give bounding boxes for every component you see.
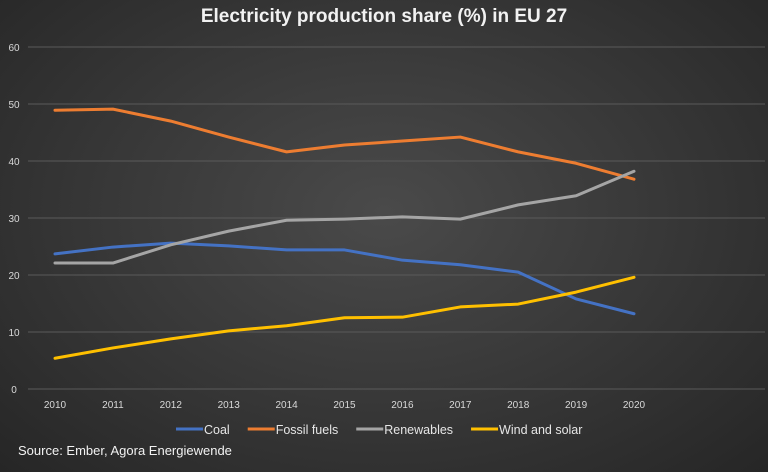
series-line-renewables xyxy=(53,169,636,265)
series-line-fossil-fuels xyxy=(53,107,636,181)
legend-label: Renewables xyxy=(384,423,453,437)
legend-label: Fossil fuels xyxy=(276,423,339,437)
legend-label: Wind and solar xyxy=(499,423,582,437)
y-tick-label: 20 xyxy=(8,271,20,282)
x-tick-label: 2015 xyxy=(333,400,356,411)
legend-label: Coal xyxy=(204,423,230,437)
x-tick-label: 2013 xyxy=(218,400,241,411)
y-tick-label: 0 xyxy=(11,385,17,396)
y-tick-label: 60 xyxy=(8,43,20,54)
chart-title: Electricity production share (%) in EU 2… xyxy=(200,6,568,27)
x-tick-label: 2012 xyxy=(160,400,183,411)
y-tick-label: 50 xyxy=(8,100,20,111)
x-tick-label: 2016 xyxy=(391,400,414,411)
x-tick-label: 2018 xyxy=(507,400,530,411)
source-note: Source: Ember, Agora Energiewende xyxy=(18,443,232,458)
x-tick-label: 2014 xyxy=(275,400,298,411)
y-tick-label: 30 xyxy=(8,214,20,225)
series-line-coal xyxy=(53,241,636,316)
x-tick-label: 2020 xyxy=(623,400,646,411)
x-tick-label: 2011 xyxy=(102,400,124,411)
x-tick-label: 2019 xyxy=(565,400,588,411)
y-tick-label: 10 xyxy=(8,328,20,339)
series-line-wind-and-solar xyxy=(53,275,636,360)
y-tick-label: 40 xyxy=(8,157,20,168)
x-tick-label: 2010 xyxy=(44,400,67,411)
x-tick-label: 2017 xyxy=(449,400,472,411)
